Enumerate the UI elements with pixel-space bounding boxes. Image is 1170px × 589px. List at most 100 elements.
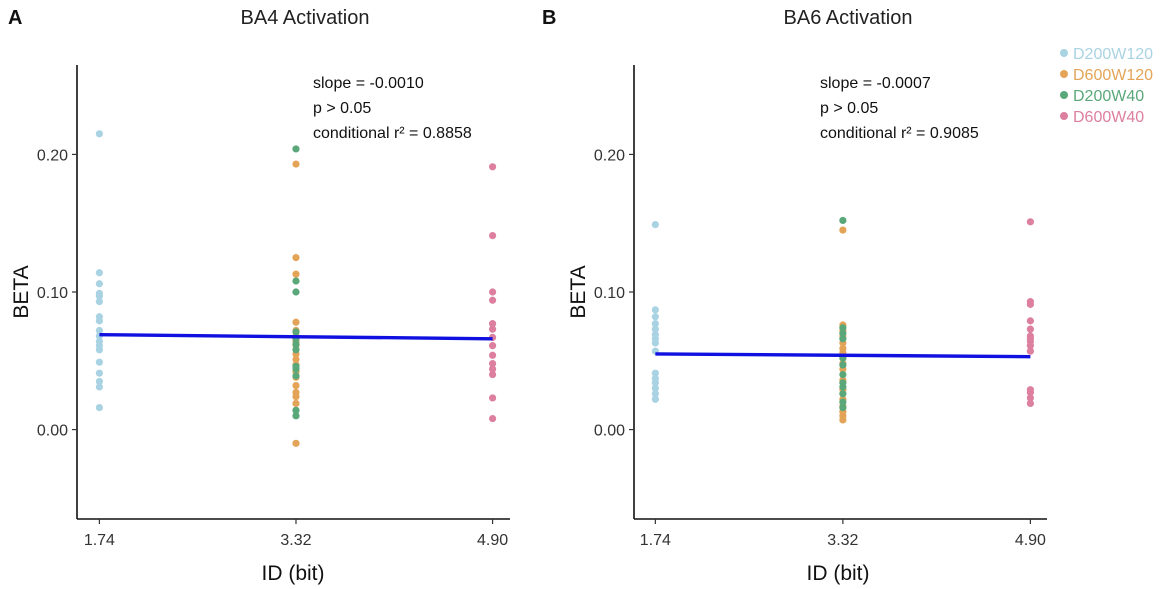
data-point <box>651 369 659 377</box>
data-point <box>292 399 300 408</box>
data-point <box>651 379 659 387</box>
data-point <box>488 394 497 402</box>
data-point <box>488 163 497 171</box>
data-point <box>95 358 103 366</box>
legend-marker <box>1060 112 1068 120</box>
data-point <box>839 398 847 406</box>
data-point <box>651 339 659 347</box>
data-point <box>488 359 497 368</box>
legend-marker <box>1060 91 1068 99</box>
data-point <box>1026 399 1034 408</box>
data-point <box>292 277 300 285</box>
data-point <box>292 355 300 364</box>
legend: D200W120 D600W120 D200W40 D600W40 <box>1060 46 1153 126</box>
data-point <box>839 403 847 412</box>
stats-annotation: slope = -0.0010 <box>313 75 424 92</box>
regression-line <box>99 332 493 341</box>
data-point <box>95 346 103 354</box>
regression-line <box>655 352 1031 359</box>
data-point <box>95 269 103 277</box>
chart-title: BA4 Activation <box>241 7 370 29</box>
data-point <box>292 318 300 326</box>
data-point <box>292 406 300 414</box>
x-axis-title: ID (bit) <box>807 562 870 585</box>
y-axis-title: BETA <box>10 265 33 318</box>
y-tick-label: 0.10 <box>594 285 625 302</box>
data-point <box>1026 394 1034 402</box>
chart-title: BA6 Activation <box>784 7 913 29</box>
series-D200W120 <box>651 220 659 403</box>
series-D200W120 <box>95 130 103 412</box>
data-point <box>488 414 497 423</box>
data-point <box>488 231 497 240</box>
data-point <box>839 329 847 337</box>
data-point <box>95 280 103 288</box>
data-point <box>292 412 300 420</box>
data-point <box>95 298 103 306</box>
data-point <box>839 370 847 379</box>
data-point <box>651 325 659 333</box>
data-point <box>839 216 847 225</box>
data-point <box>488 325 497 333</box>
data-point <box>839 416 847 424</box>
data-point <box>1026 388 1034 397</box>
legend-marker <box>1060 70 1068 78</box>
data-point <box>839 324 847 332</box>
data-point <box>292 372 300 380</box>
panel-b: B BA6 Activation 0.00 0.10 0.20 1.74 3.32 4.90 I… <box>542 7 1047 585</box>
stats-annotation: p > 0.05 <box>313 100 371 117</box>
data-point <box>839 390 847 398</box>
data-point <box>292 346 300 354</box>
data-point <box>95 403 103 412</box>
data-point <box>292 328 300 336</box>
data-point <box>1026 300 1034 308</box>
data-point <box>1026 347 1034 355</box>
series-D200W40 <box>839 216 847 412</box>
data-point <box>839 226 847 234</box>
x-tick-label: 1.74 <box>84 532 115 549</box>
data-point <box>839 383 847 391</box>
x-tick-label: 4.90 <box>477 532 508 549</box>
data-point <box>488 342 497 350</box>
data-point <box>95 317 103 325</box>
y-tick-label: 0.20 <box>37 147 68 164</box>
data-point <box>1026 325 1034 333</box>
series-D600W120 <box>292 160 300 447</box>
x-tick-label: 3.32 <box>280 532 311 549</box>
data-point <box>488 296 497 304</box>
panel-letter: A <box>8 7 22 29</box>
data-point <box>1026 342 1034 350</box>
data-point <box>651 395 659 403</box>
x-tick-label: 4.90 <box>1015 532 1046 549</box>
legend-label: D200W40 <box>1073 88 1144 105</box>
data-point <box>651 313 659 321</box>
data-point <box>651 390 659 398</box>
stats-annotation: p > 0.05 <box>820 100 878 117</box>
data-point <box>95 369 103 377</box>
y-tick-label: 0.00 <box>37 423 68 440</box>
stats-annotation: conditional r² = 0.8858 <box>313 125 472 142</box>
legend-label: D600W120 <box>1073 67 1153 84</box>
legend-label: D600W40 <box>1073 109 1144 126</box>
data-point <box>292 160 300 168</box>
series-D600W40 <box>1026 218 1034 408</box>
panel-letter: B <box>542 7 556 29</box>
data-point <box>488 370 497 379</box>
data-point <box>292 270 300 278</box>
y-tick-label: 0.10 <box>37 285 68 302</box>
legend-label: D200W120 <box>1073 46 1153 63</box>
data-point <box>488 288 497 296</box>
data-point <box>839 335 847 343</box>
series-D200W40 <box>292 145 300 420</box>
y-axis-title: BETA <box>567 265 590 318</box>
panel-a: A BA4 Activation 0.00 0.10 0.20 1.74 3.32 4.90 I… <box>8 7 510 585</box>
stats-annotation: conditional r² = 0.9085 <box>820 125 979 142</box>
x-tick-label: 1.74 <box>640 532 671 549</box>
y-tick-label: 0.00 <box>594 423 625 440</box>
data-point <box>95 292 103 300</box>
data-point <box>292 254 300 262</box>
data-point <box>651 320 659 328</box>
data-point <box>292 365 300 373</box>
data-point <box>488 365 497 373</box>
